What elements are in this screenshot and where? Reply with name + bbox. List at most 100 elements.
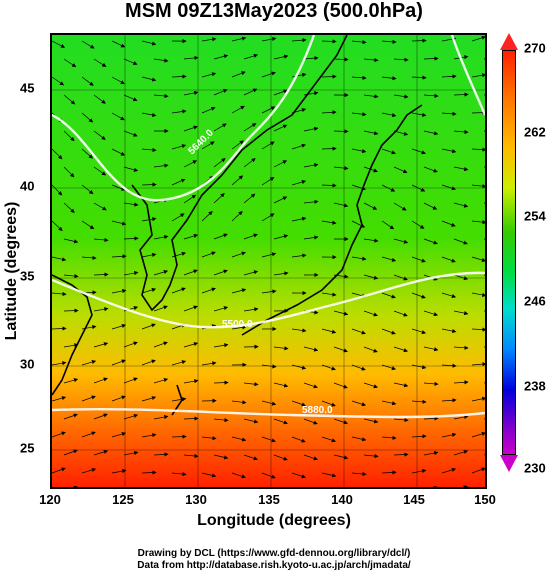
wind-arrow [52,467,66,474]
wind-arrow [81,40,95,49]
wind-arrow [261,436,276,443]
wind-arrow [93,58,107,67]
wind-arrow [441,328,457,334]
wind-arrow [213,454,229,460]
wind-arrow [183,90,199,96]
wind-arrow [351,328,366,335]
wind-arrow [183,416,199,421]
wind-arrow [213,233,228,240]
wind-arrow [183,160,198,168]
wind-arrow [201,251,216,258]
wind-arrow [171,109,187,114]
wind-arrow [201,361,217,366]
wind-arrow [153,58,169,63]
wind-arrow [63,166,75,178]
wind-arrow [93,272,109,277]
wind-arrow [453,166,469,172]
wind-arrow [471,396,485,402]
wind-arrow [141,40,157,46]
wind-arrow [261,141,275,150]
wind-arrow [261,289,277,294]
wind-arrow [321,220,337,225]
wind-arrow [141,433,157,438]
wind-arrow [471,431,485,438]
wind-arrow [201,472,217,478]
wind-arrow [273,346,289,351]
wind-arrow [381,220,395,230]
wind-arrow [303,126,319,132]
wind-arrow [183,453,199,459]
wind-arrow [471,256,485,262]
x-tick-label: 135 [258,492,280,507]
wind-arrow [273,89,288,96]
map-title: MSM 09Z13May2023 (500.0hPa) [125,0,423,22]
wind-arrow [141,359,156,366]
wind-arrow [123,202,139,207]
wind-arrow [171,213,185,222]
wind-arrow [243,88,258,96]
x-tick-label: 145 [403,492,425,507]
wind-arrow [81,360,97,366]
wind-arrow [231,251,246,258]
wind-arrow [171,397,187,402]
wind-arrow [213,158,226,168]
wind-arrow [63,449,78,456]
wind-arrow [291,472,306,479]
wind-arrow [423,346,439,352]
wind-arrow [111,395,126,402]
wind-arrow [93,449,109,456]
wind-arrow [471,147,485,152]
wind-arrow [243,233,258,240]
wind-arrow [81,112,94,123]
credit-line-2: Data from http://database.rish.kyoto-u.a… [137,560,411,571]
wind-arrow [93,342,109,348]
wind-arrow [393,94,409,99]
wind-arrow [453,238,468,245]
wind-arrow [423,381,439,386]
wind-arrow [201,37,217,42]
wind-arrow [471,292,485,297]
colorbar [502,50,516,455]
wind-arrow [363,238,379,243]
wind-arrow [441,432,457,438]
wind-arrow [291,216,307,222]
wind-arrow [52,256,67,262]
wind-arrow [93,237,109,243]
wind-arrow [351,471,367,477]
wind-arrow [321,400,336,407]
colorbar-tick: 254 [524,208,546,224]
wind-arrow [441,467,457,474]
wind-arrow [141,470,157,475]
wind-arrow [411,220,425,229]
colorbar-tick: 238 [524,378,546,394]
wind-arrow [171,287,186,294]
wind-arrow [213,192,225,204]
wind-arrow [381,148,396,155]
wind-arrow [321,183,337,188]
wind-arrow [231,36,247,42]
wind-arrow [231,325,247,330]
wind-arrow [381,470,397,475]
wind-arrow [93,377,108,384]
wind-arrow [411,184,426,192]
x-axis-label: Longitude (degrees) [197,512,351,529]
wind-arrow [411,292,426,299]
wind-arrow [171,471,187,477]
wind-arrow [411,112,427,117]
wind-arrow [273,54,289,60]
wind-arrow [291,400,306,407]
wind-arrow [423,310,439,317]
wind-arrow [333,346,348,353]
wind-arrow [453,380,469,385]
wind-arrow [423,202,438,210]
wind-arrow [261,177,275,186]
wind-arrow [153,341,168,348]
wind-arrow [291,253,307,258]
wind-arrow [333,202,349,208]
wind-arrow [261,71,276,78]
wind-arrow [201,141,215,150]
wind-arrow [363,418,379,424]
wind-arrow [153,305,168,312]
map-canvas: 5640.0 5880.0 5500.0 [52,35,485,487]
wind-arrow [81,467,97,474]
